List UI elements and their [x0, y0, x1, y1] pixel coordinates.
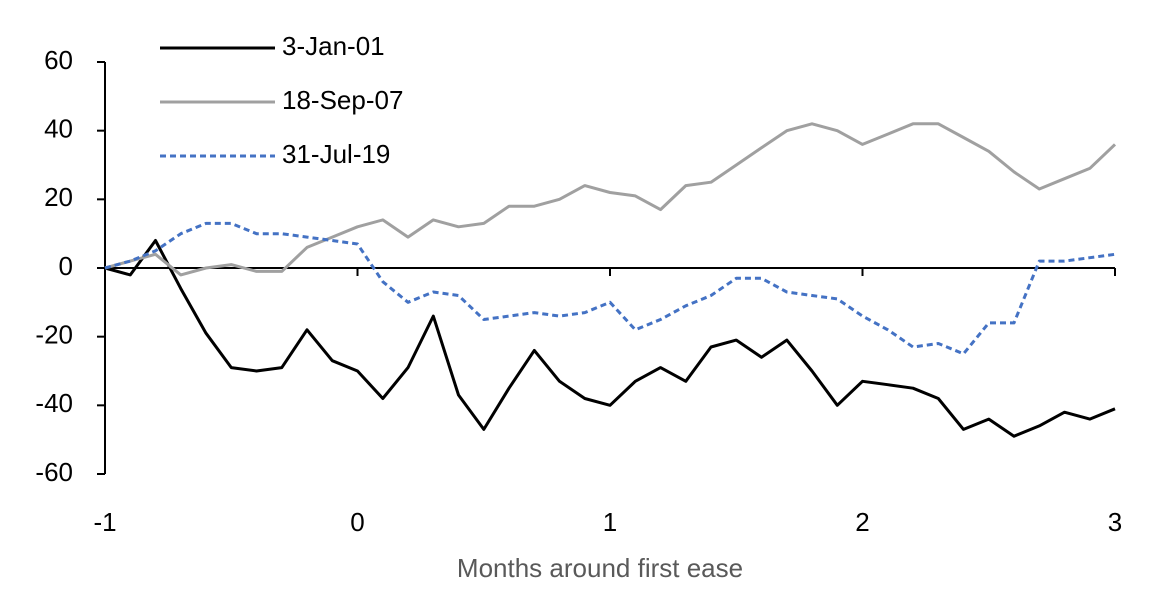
y-tick-label: 40: [44, 114, 73, 144]
x-tick-label: 2: [855, 507, 869, 537]
y-tick-label: 0: [59, 251, 73, 281]
series-line: [104, 122, 1117, 277]
y-tick-label: -40: [35, 388, 73, 418]
x-tick-label: 0: [350, 507, 364, 537]
x-axis-label: Months around first ease: [457, 553, 743, 583]
legend-label: 3-Jan-01: [282, 31, 385, 61]
x-tick-label: 3: [1108, 507, 1122, 537]
y-tick-label: -60: [35, 457, 73, 487]
series-line: [104, 221, 1116, 356]
x-tick-label: -1: [93, 507, 116, 537]
x-tick-label: 1: [603, 507, 617, 537]
legend-label: 31-Jul-19: [282, 139, 390, 169]
series-line: [104, 239, 1116, 438]
y-tick-label: 20: [44, 182, 73, 212]
y-tick-label: 60: [44, 45, 73, 75]
y-tick-label: -20: [35, 320, 73, 350]
legend-label: 18-Sep-07: [282, 85, 403, 115]
